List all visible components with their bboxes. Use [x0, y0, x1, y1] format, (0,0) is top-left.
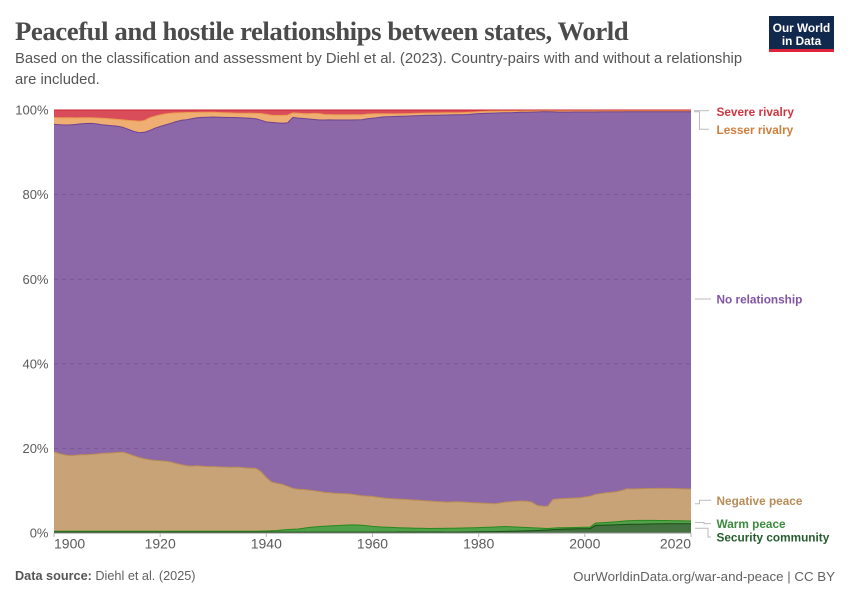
svg-text:40%: 40%: [22, 356, 48, 371]
svg-text:Warm peace: Warm peace: [717, 517, 787, 531]
svg-text:20%: 20%: [22, 441, 48, 456]
svg-text:1940: 1940: [251, 536, 282, 552]
svg-text:100%: 100%: [15, 103, 49, 118]
svg-text:1980: 1980: [463, 536, 494, 552]
svg-text:2020: 2020: [660, 536, 691, 552]
svg-text:Severe rivalry: Severe rivalry: [717, 105, 795, 119]
svg-text:Negative peace: Negative peace: [717, 494, 803, 508]
svg-text:Lesser rivalry: Lesser rivalry: [717, 123, 794, 137]
svg-text:0%: 0%: [30, 526, 49, 541]
svg-text:80%: 80%: [22, 187, 48, 202]
svg-text:1920: 1920: [145, 536, 176, 552]
svg-text:Security community: Security community: [717, 531, 830, 545]
svg-text:2000: 2000: [569, 536, 600, 552]
svg-text:60%: 60%: [22, 272, 48, 287]
svg-text:1900: 1900: [54, 536, 85, 552]
svg-text:No relationship: No relationship: [717, 293, 803, 307]
svg-text:1960: 1960: [357, 536, 388, 552]
